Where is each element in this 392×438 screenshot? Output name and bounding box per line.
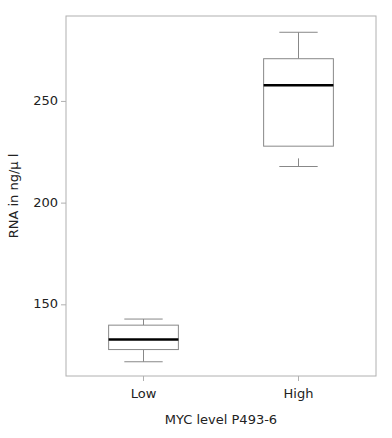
y-tick (61, 203, 66, 204)
x-tick (143, 376, 144, 381)
y-tick (61, 101, 66, 102)
lower-whisker (298, 158, 299, 166)
y-tick (61, 304, 66, 305)
plot-frame (66, 16, 376, 376)
median (264, 84, 334, 87)
median (109, 338, 179, 341)
upper-cap (279, 32, 317, 33)
y-axis-label: RNA in ng/μ l (6, 154, 21, 239)
upper-whisker (143, 319, 144, 325)
x-tick (298, 376, 299, 381)
box-group (109, 319, 179, 362)
lower-cap (279, 166, 317, 167)
x-tick-label: High (284, 386, 314, 401)
box (109, 325, 179, 349)
box-group (264, 32, 334, 166)
x-tick-label: Low (131, 386, 157, 401)
upper-whisker (298, 32, 299, 58)
x-axis-label: MYC level P493-6 (165, 412, 277, 427)
lower-whisker (143, 350, 144, 362)
y-tick-label: 150 (33, 296, 58, 311)
y-tick-label: 250 (33, 93, 58, 108)
chart: 150 200 250 Low High MYC level P493-6 RNA in n… (0, 0, 392, 438)
boxes (109, 32, 334, 361)
upper-cap (124, 319, 162, 320)
lower-cap (124, 361, 162, 362)
y-tick-label: 200 (33, 195, 58, 210)
box (264, 59, 334, 146)
